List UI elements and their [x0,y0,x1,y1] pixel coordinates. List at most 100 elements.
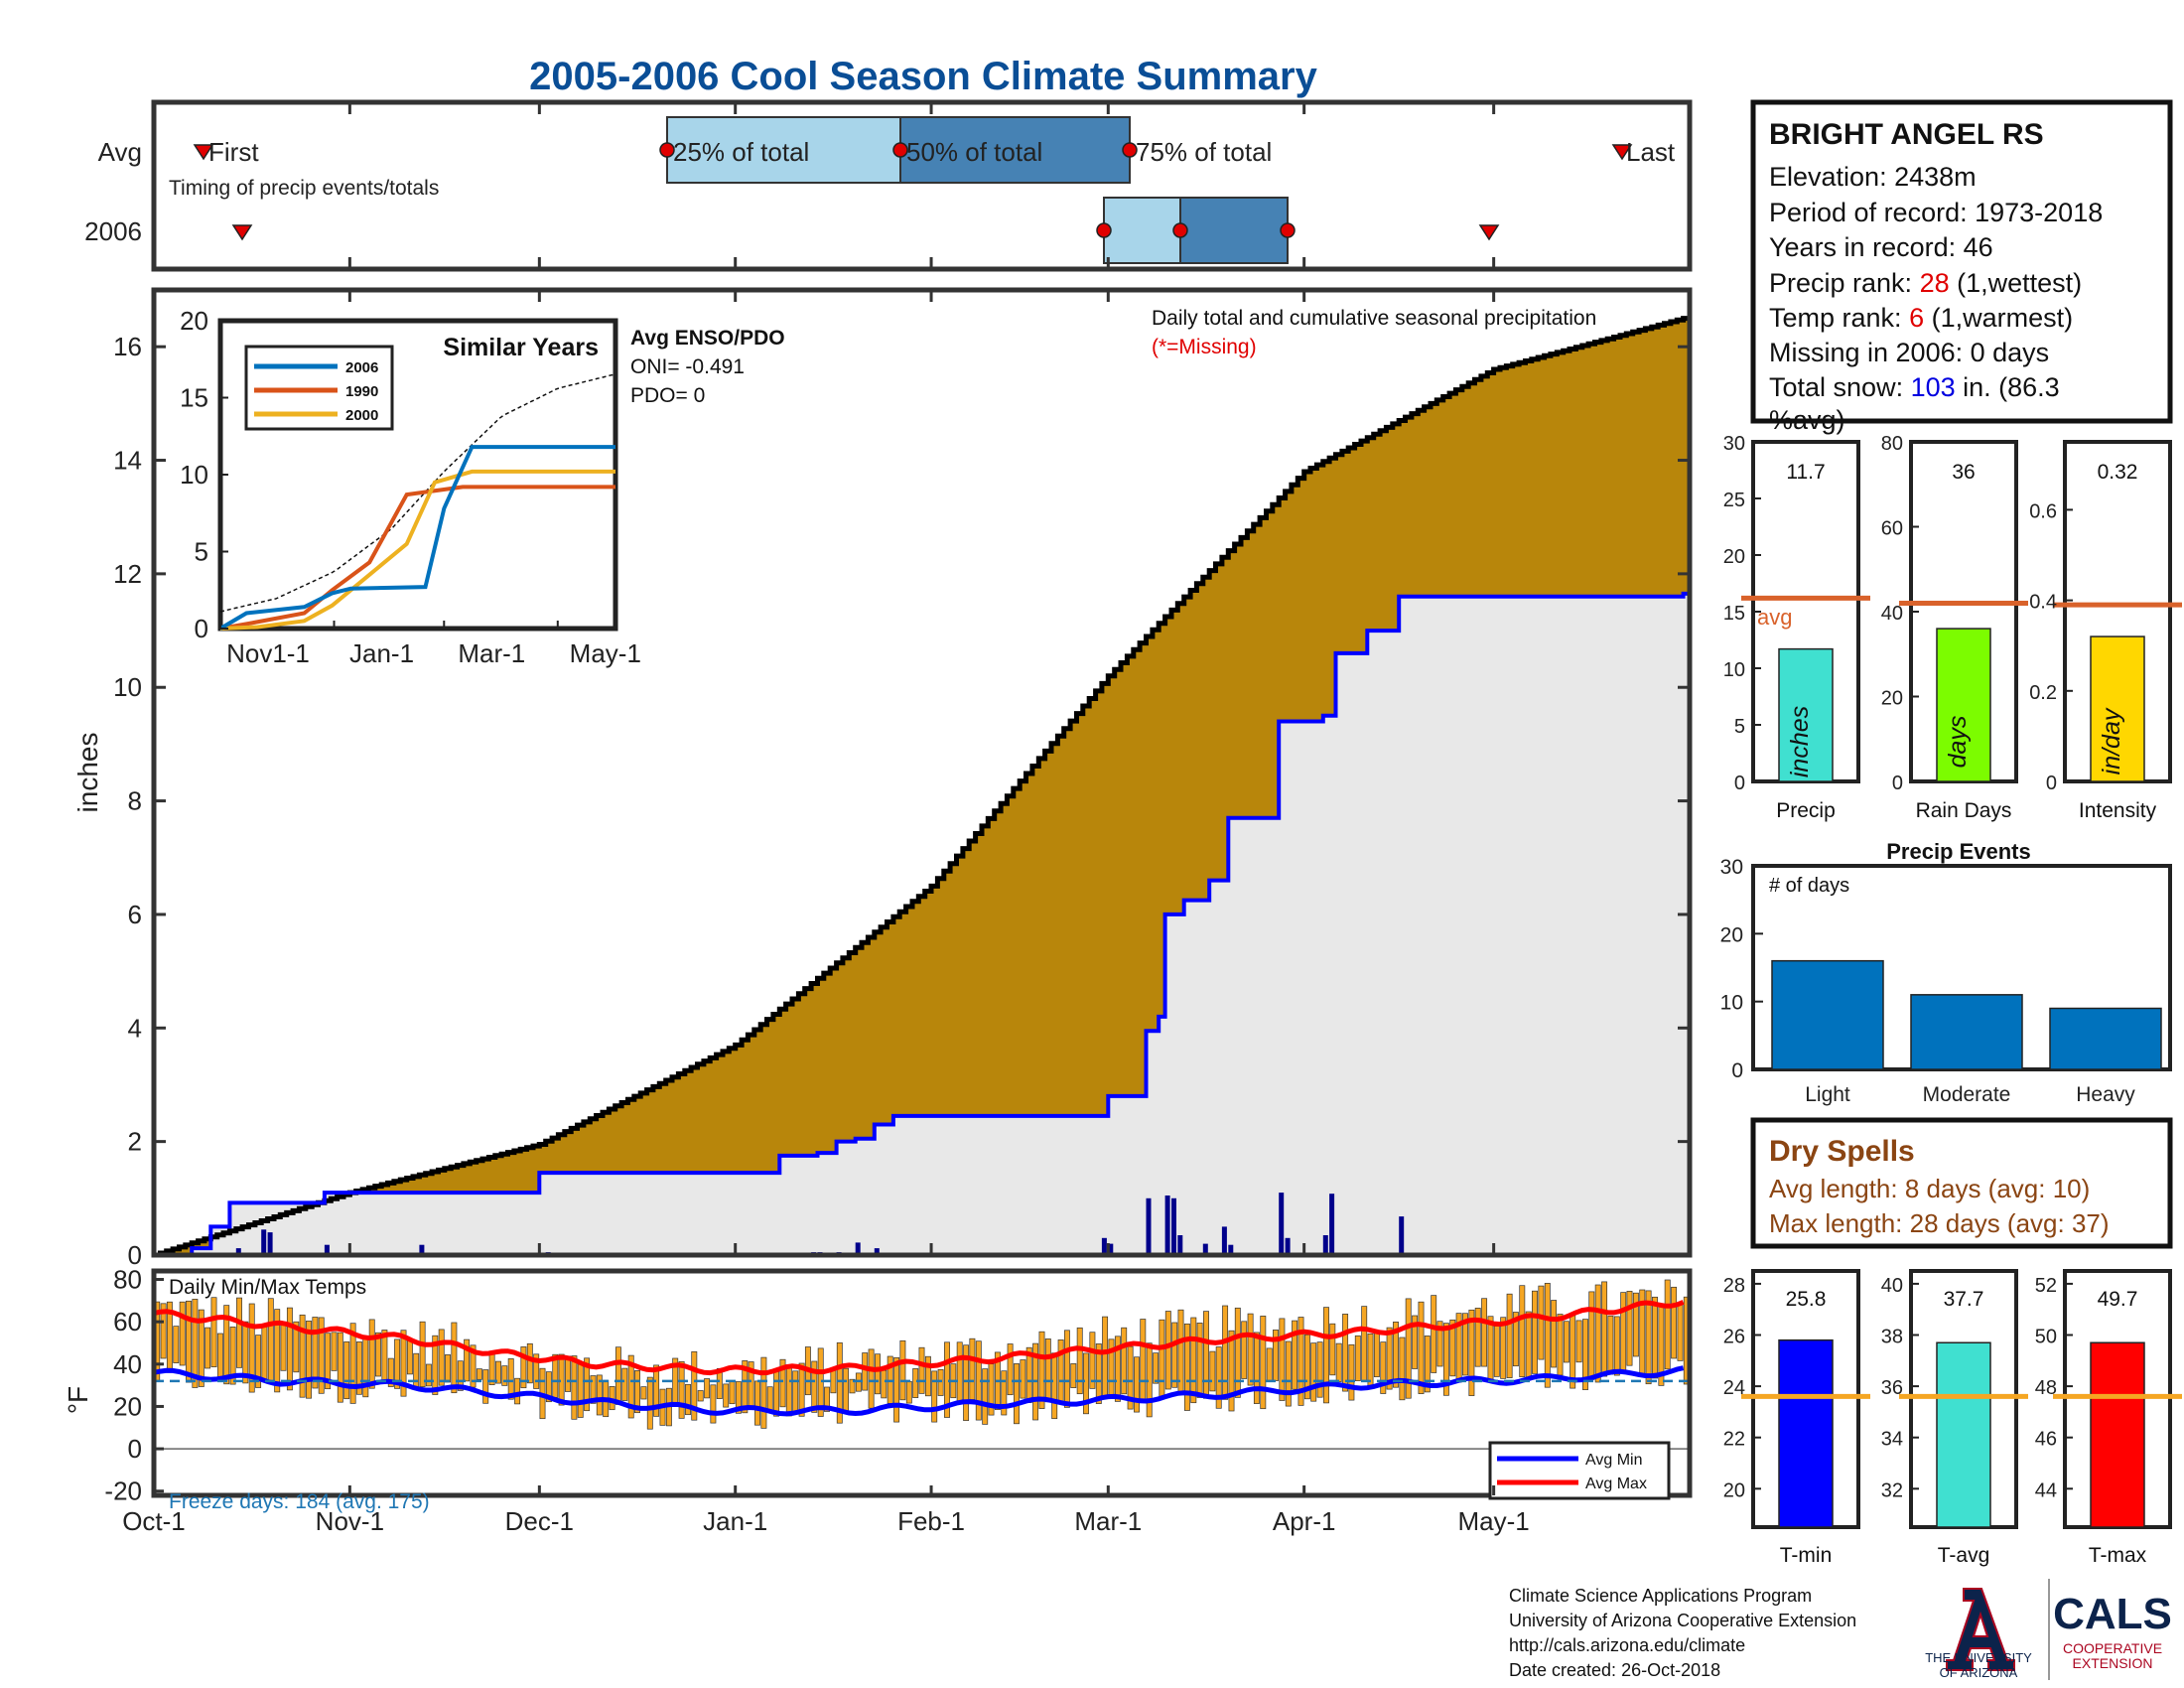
daily-temp-bar [1386,1327,1393,1390]
temp-tick-label-tavg: 40 [1881,1275,1903,1297]
station-missing: Missing in 2006: 0 days [1769,338,2049,367]
daily-temp-bar [1367,1333,1374,1388]
inset-y-tick-label: 5 [195,537,208,567]
daily-temp-bar [520,1346,527,1389]
inset-x-tick-label: Jan-1 [349,638,414,668]
temp-y-tick-label: 0 [128,1434,142,1464]
inset-line-1990 [219,485,615,631]
yr-last-marker [1478,224,1500,241]
temp-tick-label-tmax: 50 [2035,1327,2057,1348]
avg-p75-marker [1122,142,1138,158]
precip-note: Daily total and cumulative seasonal prec… [1152,307,1596,330]
ua-logo-line2: OF ARIZONA [1940,1665,2018,1680]
daily-temp-bar [931,1370,938,1423]
daily-temp-bar [1405,1298,1412,1399]
daily-temp-bar [1102,1316,1109,1397]
daily-temp-bar [1228,1330,1235,1412]
daily-temp-bar [596,1374,603,1416]
enso-title: Avg ENSO/PDO [630,327,785,350]
y-tick-label: 8 [128,786,142,816]
footer-line1: Climate Science Applications Program [1509,1586,1812,1606]
temp-bar-tavg [1936,1341,1991,1528]
temps-ylabel: °F [63,1386,93,1414]
daily-temp-bar [1481,1298,1488,1367]
daily-precip-bar [1329,1194,1335,1255]
value-rain_days: 36 [1952,461,1975,484]
timing-p25: 25% of total [673,137,809,167]
daily-temp-bar [571,1355,578,1420]
daily-temp-bar [387,1357,394,1387]
daily-precip-bar [1399,1216,1405,1255]
daily-temp-bar [507,1358,514,1400]
dry-avg: Avg length: 8 days (avg: 10) [1769,1174,2090,1203]
daily-temp-bar [1354,1335,1361,1381]
daily-temp-bar [723,1383,730,1408]
daily-precip-bar [324,1244,330,1255]
yr-25-50-box [1103,197,1181,264]
tick-label-rain_days: 20 [1881,688,1903,710]
avg-p25-marker [659,142,675,158]
daily-temp-bar [1436,1321,1443,1367]
daily-temp-bar [1588,1291,1595,1380]
date-axis: Oct-1 Nov-1 Dec-1 Jan-1 Feb-1 Mar-1 Apr-1 May-1 [122,102,1530,1536]
tick-label-precip: 30 [1723,433,1745,455]
snow-suffix: in. (86.3 [1956,372,2060,402]
daily-temp-bar [1329,1323,1336,1376]
daily-temp-bar [824,1386,830,1412]
daily-temp-bar [1001,1370,1008,1416]
temp-label-tmin: T-min [1780,1544,1833,1567]
temp-tick-label-tavg: 32 [1881,1479,1903,1501]
yr-p75-marker [1280,222,1296,238]
timing-p50: 50% of total [906,137,1042,167]
daily-temp-bar [160,1303,167,1359]
daily-temp-bar [1316,1341,1323,1398]
daily-temp-bar [1594,1284,1601,1383]
daily-temp-bar [754,1380,760,1426]
y-tick-label: 2 [128,1127,142,1157]
daily-temp-bar [817,1347,824,1417]
legend-2006: 2006 [345,359,378,376]
snow-label: Total snow: [1769,372,1911,402]
daily-temp-bar [760,1356,767,1429]
daily-precip-bar [267,1232,273,1255]
daily-temp-bar [331,1332,338,1371]
daily-temp-bar [1512,1312,1519,1367]
daily-temp-bar [1500,1317,1507,1379]
ua-logo: THE UNIVERSITY OF ARIZONA [1925,1588,2032,1680]
daily-precip-bar [261,1229,267,1255]
daily-temp-bar [1057,1339,1064,1404]
date-tick-label: Oct-1 [122,1506,186,1536]
year-cumulative-area [154,593,1690,1255]
daily-temp-bar [924,1355,931,1397]
daily-temp-bar [1234,1307,1241,1398]
daily-temp-bar [1412,1315,1419,1369]
daily-precip-bar [1164,1196,1170,1255]
bar-intensity [2090,635,2145,782]
daily-temp-bar [1620,1292,1627,1373]
daily-temp-bar [1671,1286,1678,1359]
daily-temp-bar [451,1322,458,1394]
legend-avg-max: Avg Max [1585,1476,1647,1492]
dry-title: Dry Spells [1769,1135,1915,1168]
tick-label-intensity: 0.2 [2029,682,2057,704]
daily-temp-bar [394,1338,401,1389]
temp-y-tick-label: 80 [113,1265,142,1295]
daily-precip-bar [855,1242,861,1255]
daily-temp-bar [210,1297,217,1367]
inset-y-tick-label: 20 [180,306,208,336]
daily-precip-bar [1101,1237,1107,1255]
temp-tick-label-tmax: 46 [2035,1429,2057,1451]
temp-tick-label-tavg: 34 [1881,1429,1903,1451]
daily-temp-bar [533,1353,540,1389]
daily-temp-bar [634,1370,640,1414]
daily-temp-bar [912,1368,919,1398]
daily-temp-bar [849,1378,856,1394]
daily-temp-bar [261,1325,268,1382]
temp-value-tmin: 25.8 [1786,1288,1827,1311]
daily-temp-bar [482,1369,489,1404]
daily-temp-bar [843,1367,850,1412]
temp-tick-label-tmax: 52 [2035,1275,2057,1297]
daily-temp-bar [1335,1342,1342,1382]
legend-avg-min: Avg Min [1585,1452,1643,1469]
daily-temp-bar [267,1298,274,1384]
